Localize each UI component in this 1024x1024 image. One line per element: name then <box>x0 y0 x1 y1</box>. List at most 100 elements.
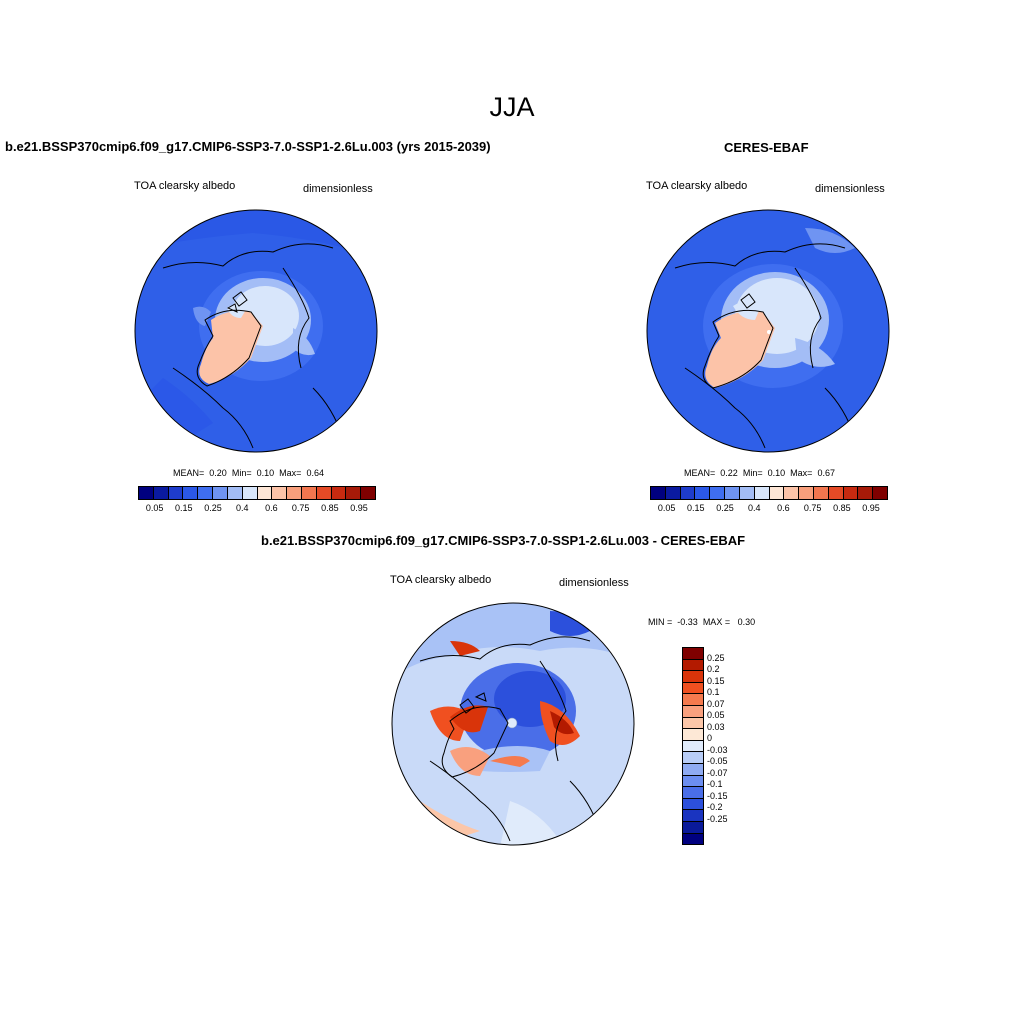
colorbar-swatch <box>683 728 703 740</box>
panel-1-max-label: Max= <box>279 468 302 478</box>
panel-2-min-value: 0.10 <box>767 468 786 478</box>
colorbar-swatch <box>683 786 703 798</box>
colorbar-swatch <box>139 487 153 499</box>
panel-3-max-label: MAX = <box>702 617 731 627</box>
colorbar-tick-label: 0.75 <box>803 503 822 513</box>
colorbar-tick-label: 0.15 <box>175 503 193 513</box>
colorbar-tick-label: 0.6 <box>265 503 278 513</box>
colorbar-tick-label: 0.4 <box>235 503 249 513</box>
panel-1-min-label: Min= <box>231 468 252 478</box>
colorbar-tick-label: 0.15 <box>707 675 725 686</box>
colorbar-swatch <box>783 487 799 499</box>
colorbar-swatch <box>345 487 361 499</box>
colorbar-tick-label: -0.03 <box>707 744 728 755</box>
colorbar-tick-label: 0.85 <box>321 503 339 513</box>
panel-3-range: MIN = -0.33 MAX = 0.30 <box>648 617 755 627</box>
colorbar-tick-label: 0.95 <box>350 503 368 513</box>
colorbar-swatch <box>683 832 703 845</box>
colorbar-swatch <box>683 648 703 659</box>
panel-2-title: CERES-EBAF <box>724 140 809 155</box>
panel-2-units: dimensionless <box>815 183 885 195</box>
panel-3-polar-map <box>391 602 635 846</box>
panel-2-max-value: 0.67 <box>817 468 835 478</box>
panel-3-title: b.e21.BSSP370cmip6.f09_g17.CMIP6-SSP3-7.… <box>261 533 746 548</box>
colorbar-tick-label: -0.05 <box>707 756 728 767</box>
panel-1-max-value: 0.64 <box>306 468 324 478</box>
panel-1-title: b.e21.BSSP370cmip6.f09_g17.CMIP6-SSP3-7.… <box>5 139 491 154</box>
colorbar-tick-label: -0.1 <box>707 779 723 790</box>
colorbar-swatch <box>683 820 703 833</box>
colorbar-swatch <box>300 487 316 499</box>
panel-1-variable: TOA clearsky albedo <box>134 180 236 192</box>
colorbar-swatch <box>768 487 784 499</box>
colorbar-swatch <box>827 487 843 499</box>
panel-1-colorbar-labels: 0.05 0.15 0.25 0.4 0.6 0.75 0.85 0.95 <box>138 503 374 515</box>
colorbar-tick-label: 0.05 <box>657 503 676 513</box>
panel-1-mean-label: MEAN= <box>173 468 205 478</box>
colorbar-swatch <box>857 487 873 499</box>
colorbar-swatch <box>798 487 813 499</box>
colorbar-swatch <box>812 487 828 499</box>
colorbar-swatch <box>683 681 703 694</box>
colorbar-tick-label: 0.2 <box>707 664 720 675</box>
figure-title: JJA <box>489 92 535 122</box>
colorbar-swatch <box>360 487 375 499</box>
colorbar-tick-label: -0.15 <box>707 790 728 801</box>
colorbar-swatch <box>271 487 287 499</box>
panel-2-stats: MEAN= 0.22 Min= 0.10 Max= 0.67 <box>684 468 835 478</box>
colorbar-swatch <box>683 670 703 682</box>
colorbar-swatch <box>197 487 213 499</box>
colorbar-swatch <box>683 693 703 705</box>
colorbar-swatch <box>724 487 739 499</box>
colorbar-tick-label: 0.95 <box>862 503 880 513</box>
colorbar-swatch <box>683 774 703 787</box>
colorbar-tick-label: 0.15 <box>687 503 705 513</box>
panel-1-polar-map <box>134 209 378 453</box>
colorbar-swatch <box>683 716 703 729</box>
panel-3-colorbar <box>682 647 704 845</box>
panel-3-min-value: -0.33 <box>677 617 698 627</box>
colorbar-swatch <box>683 797 703 810</box>
colorbar-tick-label: 0.1 <box>707 687 720 698</box>
colorbar-swatch <box>683 658 703 671</box>
colorbar-swatch <box>683 751 703 763</box>
panel-3-colorbar-labels: 0.25 0.2 0.15 0.1 0.07 0.05 0.03 0 -0.03 -0.05 -0.… <box>707 647 747 843</box>
colorbar-swatch <box>212 487 227 499</box>
panel-3-max-value: 0.30 <box>737 617 756 627</box>
colorbar-swatch <box>167 487 183 499</box>
colorbar-swatch <box>256 487 272 499</box>
colorbar-swatch <box>753 487 769 499</box>
panel-2-variable: TOA clearsky albedo <box>646 180 748 192</box>
colorbar-tick-label: 0.25 <box>716 503 734 513</box>
colorbar-tick-label: 0.25 <box>707 652 725 663</box>
colorbar-swatch <box>286 487 301 499</box>
panel-2-max-label: Max= <box>790 468 813 478</box>
colorbar-tick-label: -0.25 <box>707 813 728 824</box>
colorbar-swatch <box>241 487 257 499</box>
colorbar-tick-label: 0.03 <box>707 721 725 732</box>
colorbar-swatch <box>152 487 168 499</box>
colorbar-swatch <box>683 704 703 717</box>
colorbar-tick-label: 0.6 <box>777 503 790 513</box>
panel-2-polar-map <box>646 209 890 453</box>
panel-1-mean-value: 0.20 <box>209 468 227 478</box>
colorbar-swatch <box>709 487 725 499</box>
colorbar-tick-label: 0.05 <box>145 503 164 513</box>
colorbar-swatch <box>330 487 346 499</box>
colorbar-swatch <box>182 487 198 499</box>
colorbar-tick-label: 0.75 <box>291 503 310 513</box>
colorbar-swatch <box>683 809 703 821</box>
colorbar-tick-label: 0.4 <box>747 503 761 513</box>
panel-3-variable: TOA clearsky albedo <box>390 574 492 586</box>
colorbar-swatch <box>683 739 703 752</box>
colorbar-tick-label: 0 <box>707 733 713 744</box>
colorbar-tick-label: 0.07 <box>707 698 725 709</box>
panel-1-min-value: 0.10 <box>256 468 275 478</box>
panel-3-units: dimensionless <box>559 577 629 589</box>
colorbar-swatch <box>694 487 710 499</box>
colorbar-tick-label: 0.05 <box>707 710 725 721</box>
colorbar-swatch <box>315 487 331 499</box>
panel-2-mean-label: MEAN= <box>684 468 716 478</box>
colorbar-tick-label: 0.25 <box>204 503 222 513</box>
colorbar-tick-label: -0.07 <box>707 767 728 778</box>
